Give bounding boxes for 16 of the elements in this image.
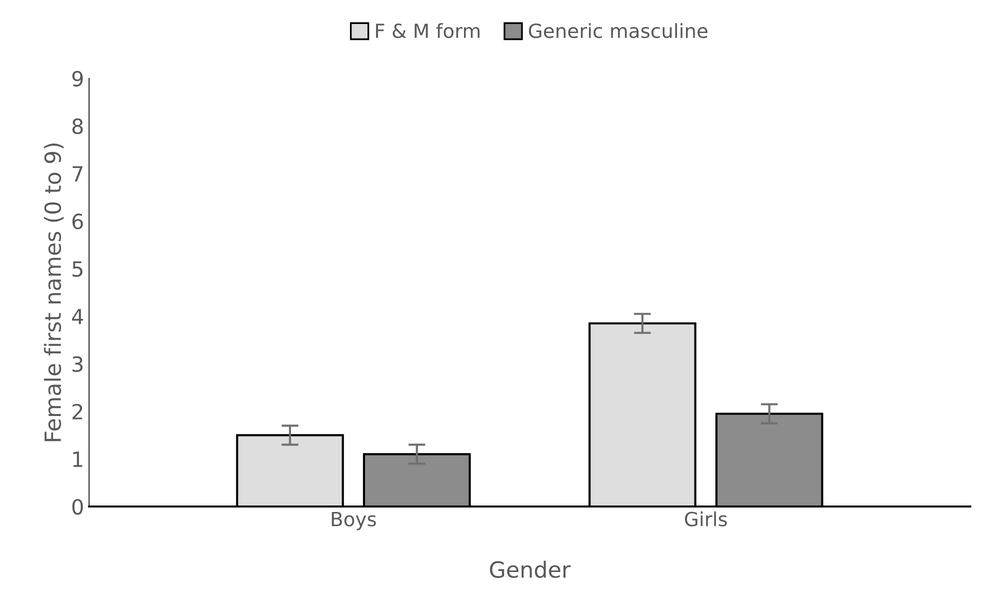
y-tick-label: 1 [73, 452, 82, 467]
x-axis-title: Gender [490, 560, 571, 578]
y-tick-label: 0 [72, 498, 83, 515]
legend-label: Generic masculine [528, 23, 708, 38]
y-tick-label: 3 [72, 356, 83, 372]
y-tick-label: 4 [72, 308, 84, 324]
legend-label: F & M form [376, 23, 480, 38]
y-tick-label: 8 [72, 118, 83, 134]
y-tick-label: 6 [72, 214, 83, 230]
y-tick-label: 2 [72, 404, 82, 420]
y-tick-label: 9 [72, 70, 83, 87]
x-tick-label: Girls [684, 511, 727, 526]
y-axis-title: Female first names (0 to 9) [44, 144, 64, 442]
y-tick-label: 5 [72, 261, 82, 277]
y-tick-label: 7 [72, 166, 82, 182]
x-tick-label: Boys [332, 512, 376, 530]
